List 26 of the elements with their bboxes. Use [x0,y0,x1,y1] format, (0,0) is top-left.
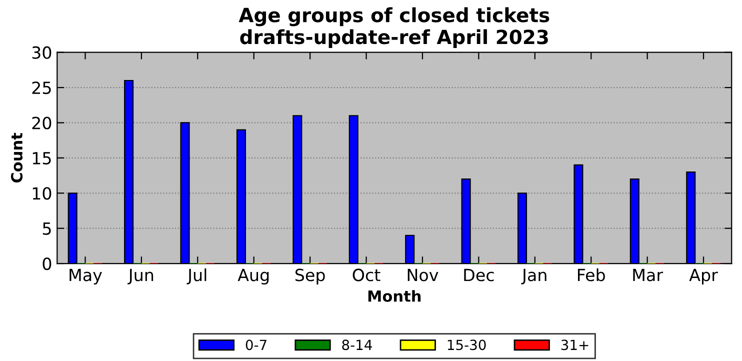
y-axis-title: Count [10,132,23,183]
legend-label: 31+ [561,340,588,350]
x-tick-label: Jan [521,268,546,284]
x-tick-label: Mar [633,268,664,282]
y-tick-label: 25 [32,82,51,94]
y-tick-label: 20 [32,116,52,130]
chart-title: Age groups of closed tickets drafts-update-ref April 2023 [238,7,550,48]
x-axis-title: Month [368,290,421,302]
y-tick-label: 15 [32,152,51,165]
y-tick-label: 30 [32,46,52,59]
y-tick-label: 5 [42,222,51,235]
x-tick-label: Dec [464,268,494,282]
x-tick-label: Feb [578,268,605,282]
x-tick-label: Sep [295,268,325,285]
legend-label: 0-7 [246,340,266,350]
x-tick-label: Oct [352,268,380,282]
y-tick-label: 0 [42,257,52,270]
x-tick-label: Jun [128,268,154,284]
x-tick-label: Nov [408,268,438,282]
x-tick-label: May [70,268,102,285]
x-tick-label: Apr [689,268,718,285]
legend-label: 15-30 [448,340,486,350]
x-tick-label: Aug [238,268,269,285]
legend-label: 8-14 [342,340,372,350]
y-tick-label: 10 [32,187,52,200]
x-tick-label: Jul [186,268,206,284]
